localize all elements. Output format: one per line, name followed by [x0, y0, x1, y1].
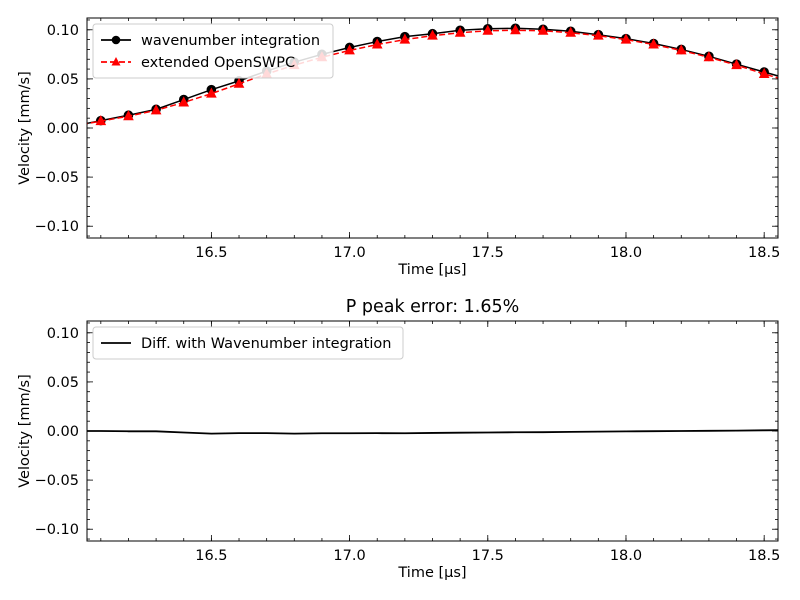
axes-frame: [86, 17, 779, 239]
y-tick-label: −0.05: [35, 473, 79, 489]
y-tick-label: 0.05: [47, 72, 79, 88]
data-point: [593, 29, 604, 40]
data-point: [648, 38, 659, 49]
data-point: [482, 24, 494, 35]
legend: wavenumber integration extended OpenSWPC: [92, 23, 334, 79]
chart-title: P peak error: 1.65%: [346, 297, 520, 317]
legend-box: [92, 326, 404, 360]
x-tick-label: 17.5: [472, 548, 504, 564]
bottom-chart: P peak error: 1.65% 16.5 17.0 17.5 18.0 18.5 −…: [17, 297, 780, 581]
y-tick-label: 0.05: [47, 375, 79, 391]
y-tick-label: −0.10: [35, 522, 79, 538]
y-tick-label: −0.05: [35, 170, 79, 186]
data-point: [427, 29, 438, 40]
y-tick-label: −0.10: [35, 219, 79, 235]
y-tick-label: 0.10: [47, 326, 79, 342]
x-axis-label: Time [µs]: [397, 262, 466, 278]
y-tick-label: 0.10: [47, 23, 79, 39]
legend-label: extended OpenSWPC: [141, 55, 295, 71]
axes-frame: [86, 320, 779, 542]
data-point: [399, 33, 411, 44]
data-point: [758, 67, 770, 78]
data-point: [620, 33, 632, 44]
top-chart: 16.5 17.0 17.5 18.0 18.5 −0.10 −0.05 0.00 0.05 0.…: [17, 17, 797, 278]
series-line-0: [87, 429, 778, 435]
data-point: [178, 96, 190, 107]
x-tick-label: 17.0: [333, 548, 365, 564]
data-point: [454, 26, 466, 37]
x-tick-label: 18.0: [610, 245, 642, 261]
data-point: [537, 24, 549, 35]
x-tick-label: 17.0: [333, 245, 365, 261]
x-axis-label: Time [µs]: [397, 565, 466, 581]
data-point: [675, 44, 687, 55]
data-point: [344, 44, 355, 55]
data-point: [510, 24, 521, 35]
y-tick-label: 0.00: [47, 424, 79, 440]
x-tick-label: 18.0: [610, 548, 642, 564]
y-axis-label: Velocity [mm/s]: [17, 374, 33, 488]
x-tick-label: 16.5: [195, 548, 227, 564]
legend-label: Diff. with Wavenumber integration: [141, 336, 391, 352]
legend: Diff. with Wavenumber integration: [92, 326, 404, 360]
data-point: [731, 59, 742, 70]
data-point: [95, 115, 107, 126]
data-point: [565, 26, 577, 37]
data-point: [150, 104, 162, 115]
legend-marker: [111, 57, 121, 66]
data-point: [787, 77, 796, 86]
x-tick-label: 16.5: [195, 245, 227, 261]
data-point: [371, 38, 383, 49]
x-tick-label: 18.5: [748, 548, 780, 564]
data-point: [123, 110, 134, 121]
plot-area: [87, 429, 778, 435]
y-tick-label: 0.00: [47, 121, 79, 137]
legend-box: [92, 23, 334, 79]
y-axis-label: Velocity [mm/s]: [17, 71, 33, 185]
data-point: [788, 76, 797, 85]
legend-label: wavenumber integration: [141, 33, 320, 49]
data-point: [703, 51, 715, 62]
legend-marker: [111, 35, 121, 45]
data-point: [233, 77, 245, 88]
x-tick-label: 18.5: [748, 245, 780, 261]
x-tick-label: 17.5: [472, 245, 504, 261]
data-point: [206, 87, 217, 98]
